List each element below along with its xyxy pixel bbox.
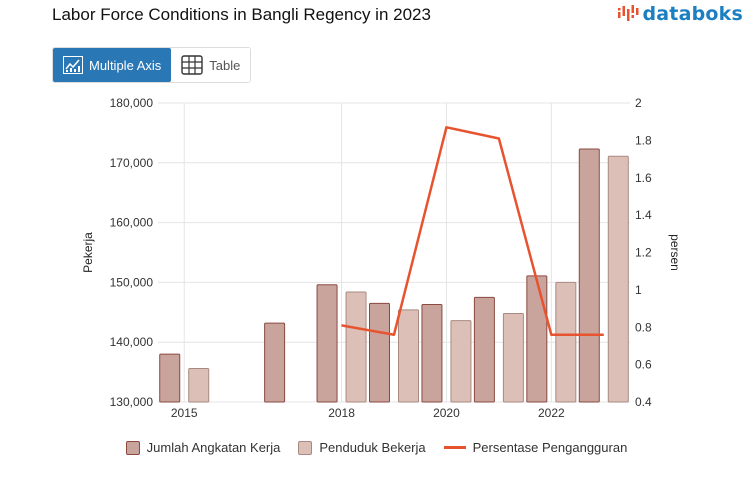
bar-angkatan-kerja[interactable] (421, 304, 443, 403)
legend-item-penduduk-bekerja[interactable]: Penduduk Bekerja (298, 440, 426, 455)
y-right-tick-label: 2 (635, 96, 642, 110)
y-tick-label: 150,000 (110, 275, 154, 289)
y-right-tick-label: 1.4 (635, 208, 652, 222)
line-persentase-pengangguran[interactable] (341, 126, 604, 336)
legend-label-angkatan-kerja: Jumlah Angkatan Kerja (146, 440, 281, 455)
y-tick-label: 170,000 (110, 156, 154, 170)
bar-penduduk-bekerja[interactable] (502, 312, 524, 403)
y-axis-title: Pekerja (81, 232, 95, 273)
tab-table[interactable]: Table (171, 48, 251, 82)
y-tick-label: 140,000 (110, 335, 154, 349)
legend-swatch-angkatan-kerja (125, 440, 140, 455)
chart-icon (63, 56, 83, 74)
bar-angkatan-kerja[interactable] (473, 296, 495, 403)
y-right-tick-label: 1.8 (635, 133, 652, 147)
bar-penduduk-bekerja[interactable] (188, 368, 210, 403)
y-right-tick-label: 1.6 (635, 171, 652, 185)
x-tick-label: 2018 (328, 406, 355, 420)
y-right-axis-title: persen (668, 234, 682, 271)
x-tick-label: 2020 (433, 406, 460, 420)
x-tick-label: 2022 (538, 406, 565, 420)
bar-angkatan-kerja[interactable] (159, 353, 181, 403)
tab-table-label: Table (209, 57, 241, 73)
bar-angkatan-kerja[interactable] (316, 284, 338, 403)
legend-swatch-persentase-pengangguran (443, 446, 466, 449)
chart-legend: Jumlah Angkatan Kerja Penduduk Bekerja P… (0, 440, 753, 455)
y-right-tick-label: 0.6 (635, 358, 652, 372)
view-tabs: Multiple Axis Table (52, 47, 252, 83)
y-right-tick-label: 1 (635, 283, 642, 297)
bar-angkatan-kerja[interactable] (578, 148, 600, 403)
legend-swatch-penduduk-bekerja (298, 440, 313, 455)
y-tick-label: 180,000 (110, 96, 154, 110)
bar-penduduk-bekerja[interactable] (450, 320, 472, 403)
page-title: Labor Force Conditions in Bangli Regency… (52, 5, 431, 24)
legend-label-penduduk-bekerja: Penduduk Bekerja (319, 440, 426, 455)
bar-angkatan-kerja[interactable] (264, 322, 286, 403)
databoks-logo-icon (618, 5, 639, 21)
bar-angkatan-kerja[interactable] (526, 275, 548, 403)
y-tick-label: 130,000 (110, 395, 154, 409)
bar-angkatan-kerja[interactable] (369, 302, 390, 403)
x-tick-label: 2015 (171, 406, 198, 420)
bar-penduduk-bekerja[interactable] (555, 281, 577, 403)
y-right-tick-label: 1.2 (635, 246, 652, 260)
legend-item-persentase-pengangguran[interactable]: Persentase Pengangguran (443, 440, 628, 455)
tab-multiple-axis[interactable]: Multiple Axis (53, 48, 172, 82)
bar-penduduk-bekerja[interactable] (345, 291, 367, 403)
legend-label-persentase-pengangguran: Persentase Pengangguran (472, 440, 628, 455)
y-tick-label: 160,000 (110, 216, 154, 230)
legend-item-angkatan-kerja[interactable]: Jumlah Angkatan Kerja (125, 440, 281, 455)
brand-name: databoks (642, 3, 743, 25)
brand-logo[interactable]: databoks (617, 3, 743, 25)
tab-multiple-axis-label: Multiple Axis (89, 57, 162, 73)
bar-penduduk-bekerja[interactable] (398, 309, 419, 403)
y-right-tick-label: 0.8 (635, 320, 652, 334)
y-right-tick-label: 0.4 (635, 395, 652, 409)
table-icon (181, 55, 203, 75)
bar-penduduk-bekerja[interactable] (607, 155, 629, 403)
